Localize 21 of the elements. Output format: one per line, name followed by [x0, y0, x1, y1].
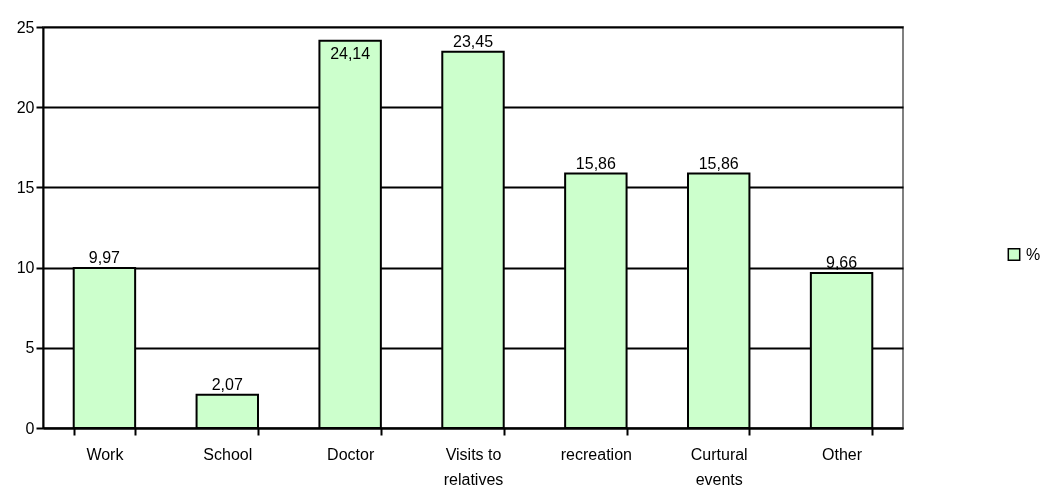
data-label: 15,86 — [575, 154, 616, 172]
x-tick-label: recreation — [560, 445, 632, 463]
x-tick-label: Curtural events — [690, 445, 748, 488]
data-label: 24,14 — [330, 44, 371, 62]
x-tick-label: Other — [822, 445, 863, 463]
y-tick-label: 25 — [16, 18, 35, 36]
data-label: 9,66 — [826, 254, 858, 272]
y-tick-label: 15 — [16, 178, 35, 196]
y-tick-label: 20 — [16, 98, 35, 116]
data-label: 23,45 — [452, 32, 494, 50]
data-label: 15,86 — [698, 154, 739, 172]
legend-label: % — [1026, 245, 1041, 263]
x-tick-label: Visits to relatives — [443, 445, 504, 488]
data-label: 9,97 — [88, 249, 121, 267]
y-tick-label: 10 — [16, 259, 35, 277]
y-tick-label: 5 — [25, 339, 35, 357]
y-tick-label: 0 — [25, 419, 35, 437]
x-tick-label: Work — [86, 445, 125, 463]
x-tick-label: School — [203, 445, 253, 463]
data-label: 2,07 — [211, 375, 243, 393]
x-tick-label: Doctor — [327, 445, 375, 463]
